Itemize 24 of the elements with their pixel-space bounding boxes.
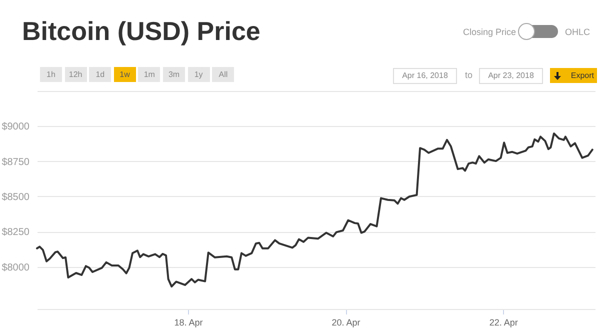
text: Apr 16, 2018 [393, 68, 457, 84]
text: All [212, 67, 234, 82]
text: to [465, 70, 473, 80]
text: Export [550, 68, 597, 83]
y-tick-label: $8750 [2, 156, 30, 168]
text: 1h [40, 67, 62, 82]
x-tick-label: 20. Apr [332, 318, 360, 328]
x-tick-label: 22. Apr [489, 318, 518, 328]
x-tick-label: 18. Apr [174, 318, 203, 328]
text: Closing Price [462, 27, 516, 37]
text: 1d [89, 67, 112, 82]
y-tick-label: $8000 [2, 262, 30, 274]
text: OHLC [565, 27, 590, 37]
text: 1m [138, 67, 160, 82]
y-tick-label: $8500 [2, 192, 30, 203]
text: 1w [114, 67, 136, 82]
text: 12h [64, 67, 87, 82]
y-tick-label: $8250 [2, 227, 30, 238]
text: Apr 23, 2018 [479, 68, 543, 84]
chart-title: Bitcoin (USD) Price [22, 16, 260, 47]
line-series [36, 132, 594, 288]
text: 1y [188, 67, 210, 82]
y-tick-label: $9000 [2, 122, 30, 133]
text: 3m [163, 67, 185, 82]
